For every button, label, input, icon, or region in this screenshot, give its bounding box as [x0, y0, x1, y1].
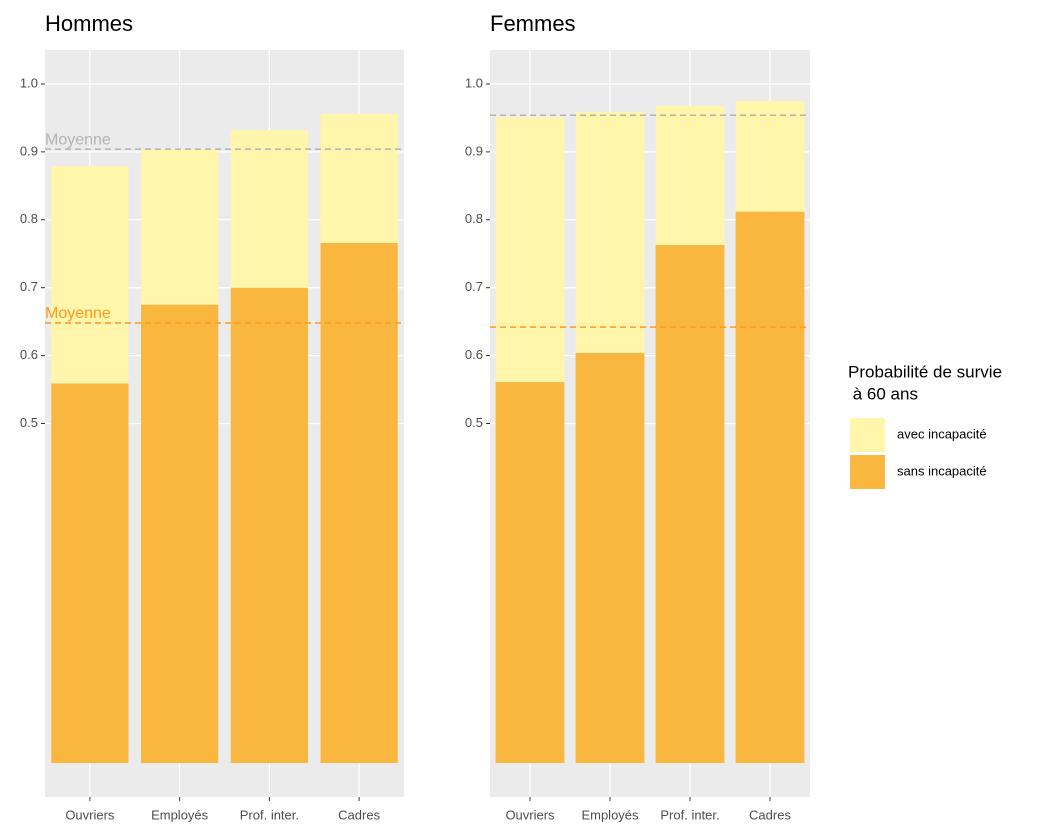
bar-segment	[230, 130, 308, 288]
bar-segment	[141, 149, 219, 305]
y-tick-label: 0.5	[20, 415, 38, 430]
bar-segment	[495, 382, 565, 764]
x-tick-label: Ouvriers	[65, 807, 115, 822]
legend-key	[850, 418, 885, 452]
bar-segment	[735, 100, 805, 212]
mean-label: Moyenne	[45, 305, 111, 322]
y-tick-label: 0.6	[20, 347, 38, 362]
y-tick-label: 0.5	[465, 415, 483, 430]
x-tick-label: Cadres	[749, 807, 791, 822]
panel-title: Femmes	[490, 11, 576, 36]
legend-key	[850, 455, 885, 489]
bar-segment	[320, 113, 398, 243]
bar-segment	[141, 304, 219, 764]
x-tick-label: Employés	[581, 807, 639, 822]
y-tick-label: 1.0	[20, 75, 38, 90]
y-tick-label: 0.9	[465, 143, 483, 158]
bar-segment	[655, 244, 725, 764]
bar-segment	[51, 383, 129, 764]
y-tick-label: 1.0	[465, 75, 483, 90]
bar-segment	[51, 166, 129, 384]
x-tick-label: Cadres	[338, 807, 380, 822]
y-tick-label: 0.7	[465, 279, 483, 294]
y-tick-label: 0.9	[20, 143, 38, 158]
mean-label: Moyenne	[45, 131, 111, 148]
y-tick-label: 0.8	[20, 211, 38, 226]
x-tick-label: Prof. inter.	[240, 807, 299, 822]
y-tick-label: 0.8	[465, 211, 483, 226]
panel-title: Hommes	[45, 11, 133, 36]
bar-segment	[575, 111, 645, 353]
bar-segment	[655, 105, 725, 245]
legend-title: à 60 ans	[848, 384, 918, 403]
bar-segment	[575, 352, 645, 764]
bar-segment	[230, 287, 308, 764]
legend-label: avec incapacité	[897, 426, 987, 441]
bar-segment	[735, 211, 805, 764]
bar-segment	[495, 117, 565, 383]
bar-segment	[320, 242, 398, 764]
x-tick-label: Prof. inter.	[660, 807, 719, 822]
x-tick-label: Employés	[151, 807, 209, 822]
y-tick-label: 0.6	[465, 347, 483, 362]
y-tick-label: 0.7	[20, 279, 38, 294]
legend-label: sans incapacité	[897, 463, 987, 478]
legend-title: Probabilité de survie	[848, 362, 1002, 381]
x-tick-label: Ouvriers	[505, 807, 555, 822]
